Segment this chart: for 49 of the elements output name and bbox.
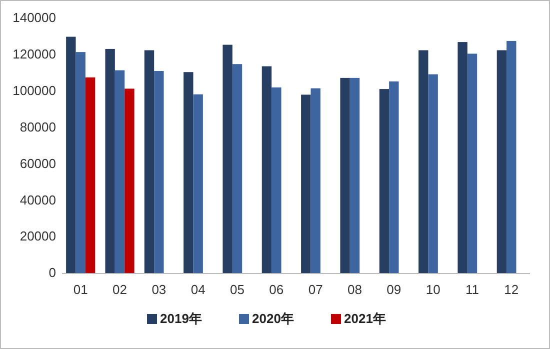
bar bbox=[66, 36, 76, 273]
bar bbox=[496, 50, 507, 273]
x-tick-label: 08 bbox=[348, 282, 362, 298]
bar bbox=[114, 70, 125, 273]
x-tick-label: 12 bbox=[504, 282, 519, 298]
x-tick-label: 02 bbox=[112, 282, 127, 298]
bar bbox=[350, 78, 360, 273]
bar bbox=[379, 89, 390, 273]
y-tick-label: 80000 bbox=[20, 119, 56, 134]
bar bbox=[467, 54, 478, 273]
legend-label: 2021年 bbox=[344, 311, 386, 326]
bar bbox=[184, 72, 194, 273]
y-tick-label: 0 bbox=[48, 265, 56, 280]
bar bbox=[301, 94, 311, 273]
bar bbox=[506, 40, 516, 273]
bar bbox=[124, 88, 134, 273]
bar bbox=[76, 52, 86, 273]
bar bbox=[418, 50, 428, 273]
legend-label: 2020年 bbox=[252, 311, 294, 326]
legend-label: 2019年 bbox=[160, 311, 202, 326]
x-tick-label: 05 bbox=[230, 282, 244, 298]
bar bbox=[389, 81, 399, 273]
bar bbox=[340, 78, 350, 273]
y-tick-label: 100000 bbox=[12, 83, 56, 98]
x-tick-label: 11 bbox=[465, 282, 479, 298]
y-tick-label: 60000 bbox=[20, 156, 56, 171]
bar bbox=[262, 66, 272, 273]
y-tick-label: 40000 bbox=[20, 192, 56, 208]
bar bbox=[85, 77, 96, 273]
bar bbox=[428, 74, 438, 273]
bar bbox=[232, 64, 242, 273]
y-tick-label: 140000 bbox=[12, 10, 56, 26]
x-tick-label: 10 bbox=[426, 282, 440, 298]
x-tick-label: 01 bbox=[73, 282, 88, 298]
bar bbox=[154, 71, 164, 273]
bar bbox=[310, 88, 320, 273]
bar bbox=[272, 87, 282, 273]
bar bbox=[222, 44, 232, 273]
bar bbox=[193, 94, 203, 273]
x-tick-label: 09 bbox=[386, 282, 402, 298]
x-tick-label: 04 bbox=[190, 282, 206, 298]
bar bbox=[144, 50, 154, 273]
bar bbox=[458, 42, 468, 273]
x-tick-label: 07 bbox=[308, 282, 323, 298]
y-tick-label: 20000 bbox=[20, 228, 56, 244]
x-tick-label: 06 bbox=[269, 282, 284, 298]
x-tick-label: 03 bbox=[152, 282, 166, 298]
bar bbox=[105, 48, 115, 273]
y-tick-label: 120000 bbox=[12, 46, 56, 62]
